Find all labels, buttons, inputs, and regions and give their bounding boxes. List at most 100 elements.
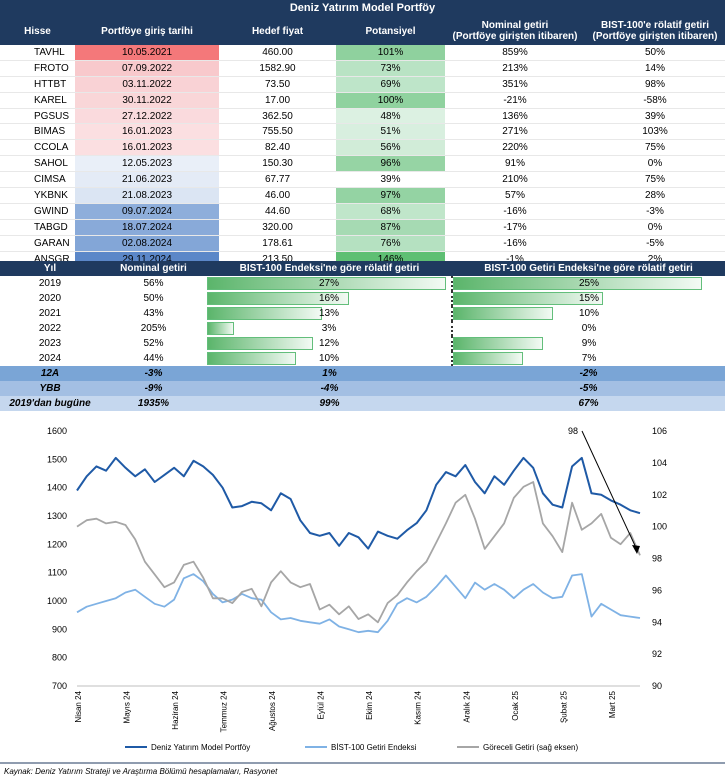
y-left-tick-label: 900 bbox=[52, 624, 67, 634]
potential-cell: 69% bbox=[336, 76, 445, 93]
target-price-cell: 73.50 bbox=[219, 76, 336, 93]
target-price-cell: 1582.90 bbox=[219, 60, 336, 77]
x-tick-label: Ekim 24 bbox=[365, 690, 374, 719]
y-left-tick-label: 1500 bbox=[47, 454, 67, 464]
portfolio-row: TAVHL 10.05.2021 460.00 101% 859% 50% bbox=[0, 45, 725, 61]
y-left-tick-label: 1600 bbox=[47, 426, 67, 436]
nominal-return-cell: 213% bbox=[445, 60, 585, 77]
ticker-cell: YKBNK bbox=[0, 187, 75, 204]
relative-bar-label: 15% bbox=[578, 293, 599, 304]
year-cell: 2020 bbox=[38, 293, 62, 304]
x-tick-label: Nisan 24 bbox=[74, 690, 83, 722]
relative-bist100-cell: 16% bbox=[207, 291, 452, 306]
relative-return-cell: 98% bbox=[585, 76, 725, 93]
portfolio-row: BIMAS 16.01.2023 755.50 51% 271% 103% bbox=[0, 123, 725, 141]
relative-return-cell: 39% bbox=[585, 108, 725, 125]
potential-cell: 51% bbox=[336, 123, 445, 141]
nominal-return-cell: 43% bbox=[143, 308, 164, 319]
nominal-return-cell: -16% bbox=[445, 203, 585, 220]
potential-cell: 39% bbox=[336, 171, 445, 189]
summary-rel-index-cell: -2% bbox=[452, 366, 725, 381]
x-tick-label: Aralık 24 bbox=[462, 690, 471, 722]
x-tick-label: Haziran 24 bbox=[171, 690, 180, 729]
relative-bar bbox=[207, 307, 323, 320]
entry-date-cell: 16.01.2023 bbox=[75, 139, 219, 157]
summary-rel-bist100-cell: -4% bbox=[207, 381, 452, 396]
relative-bar bbox=[454, 277, 703, 290]
year-cell: 2023 bbox=[38, 338, 62, 349]
portfolio-row: KAREL 30.11.2022 17.00 100% -21% -58% bbox=[0, 92, 725, 109]
x-tick-label: Eylül 24 bbox=[317, 690, 326, 719]
relative-bar bbox=[207, 352, 296, 365]
y-left-tick-label: 1200 bbox=[47, 539, 67, 549]
summary-row: YBB -9% -4% -5% bbox=[0, 381, 725, 396]
portfolio-header-cell: Nominal getiri (Portföye girişten itibare… bbox=[445, 17, 585, 45]
relative-bist100-cell: 10% bbox=[207, 351, 452, 366]
relative-bar-label: 10% bbox=[318, 353, 339, 364]
portfolio-row: TABGD 18.07.2024 320.00 87% -17% 0% bbox=[0, 219, 725, 236]
year-cell: 2019 bbox=[38, 278, 62, 289]
legend-label: Göreceli Getiri (sağ eksen) bbox=[483, 743, 578, 752]
summary-rel-index-cell: -5% bbox=[452, 381, 725, 396]
performance-header-cell: Yıl bbox=[0, 261, 100, 276]
potential-cell: 76% bbox=[336, 235, 445, 252]
ticker-cell: PGSUS bbox=[0, 108, 75, 125]
relative-bar bbox=[207, 277, 447, 290]
summary-rel-bist100-cell: 99% bbox=[207, 396, 452, 411]
portfolio-header-cell: Portföye giriş tarihi bbox=[75, 17, 219, 45]
relative-bar-label: 12% bbox=[318, 338, 339, 349]
series-line bbox=[76, 573, 641, 634]
summary-nominal-cell: -9% bbox=[100, 381, 207, 396]
annotation-label: 98 bbox=[568, 426, 578, 436]
year-cell: 2021 bbox=[38, 308, 62, 319]
nominal-return-cell: 271% bbox=[445, 123, 585, 141]
relative-return-cell: 50% bbox=[585, 45, 725, 61]
relative-bar-negative bbox=[452, 322, 453, 335]
relative-bist100-cell: 3% bbox=[207, 321, 452, 336]
relative-bar bbox=[454, 337, 543, 350]
relative-bar-label: 10% bbox=[578, 308, 599, 319]
y-right-tick-label: 90 bbox=[652, 681, 662, 691]
relative-bar bbox=[454, 292, 603, 305]
y-right-tick-label: 94 bbox=[652, 617, 662, 627]
target-price-cell: 755.50 bbox=[219, 123, 336, 141]
relative-return-index-cell: 15% bbox=[451, 291, 725, 306]
relative-return-index-cell: 9% bbox=[451, 336, 725, 351]
y-right-tick-label: 106 bbox=[652, 426, 667, 436]
nominal-return-cell: 205% bbox=[140, 323, 167, 334]
potential-cell: 56% bbox=[336, 139, 445, 157]
performance-row: 2024 44% 10% 7% bbox=[0, 351, 725, 366]
ticker-cell: CCOLA bbox=[0, 139, 75, 157]
relative-return-cell: 75% bbox=[585, 139, 725, 157]
relative-return-cell: 0% bbox=[585, 155, 725, 173]
relative-return-cell: 75% bbox=[585, 171, 725, 189]
potential-cell: 96% bbox=[336, 155, 445, 173]
y-left-tick-label: 700 bbox=[52, 681, 67, 691]
relative-return-cell: -58% bbox=[585, 92, 725, 109]
portfolio-row: SAHOL 12.05.2023 150.30 96% 91% 0% bbox=[0, 155, 725, 173]
source-note: Kaynak: Deniz Yatırım Strateji ve Araştı… bbox=[4, 767, 278, 776]
portfolio-header-cell: BIST-100'e rölatif getiri (Portföye giriş… bbox=[585, 17, 725, 45]
entry-date-cell: 21.06.2023 bbox=[75, 171, 219, 189]
nominal-return-cell: 351% bbox=[445, 76, 585, 93]
entry-date-cell: 10.05.2021 bbox=[75, 45, 219, 61]
year-cell: 2022 bbox=[38, 323, 62, 334]
portfolio-row: CIMSA 21.06.2023 67.77 39% 210% 75% bbox=[0, 171, 725, 189]
relative-bar bbox=[454, 352, 523, 365]
nominal-return-cell: 52% bbox=[143, 338, 164, 349]
nominal-return-cell: 50% bbox=[143, 293, 164, 304]
relative-return-cell: 0% bbox=[585, 219, 725, 236]
y-right-tick-label: 96 bbox=[652, 585, 662, 595]
relative-return-index-cell: 10% bbox=[451, 306, 725, 321]
summary-nominal-cell: -3% bbox=[100, 366, 207, 381]
portfolio-row: GARAN 02.08.2024 178.61 76% -16% -5% bbox=[0, 235, 725, 252]
target-price-cell: 460.00 bbox=[219, 45, 336, 61]
relative-bar-label: 7% bbox=[581, 353, 597, 364]
relative-bar bbox=[454, 307, 553, 320]
relative-bist100-cell: 13% bbox=[207, 306, 452, 321]
relative-bist100-cell: 27% bbox=[207, 276, 452, 291]
performance-header-cell: Nominal getiri bbox=[100, 261, 207, 276]
entry-date-cell: 09.07.2024 bbox=[75, 203, 219, 220]
nominal-return-cell: 220% bbox=[445, 139, 585, 157]
annotation-arrow bbox=[581, 430, 638, 551]
